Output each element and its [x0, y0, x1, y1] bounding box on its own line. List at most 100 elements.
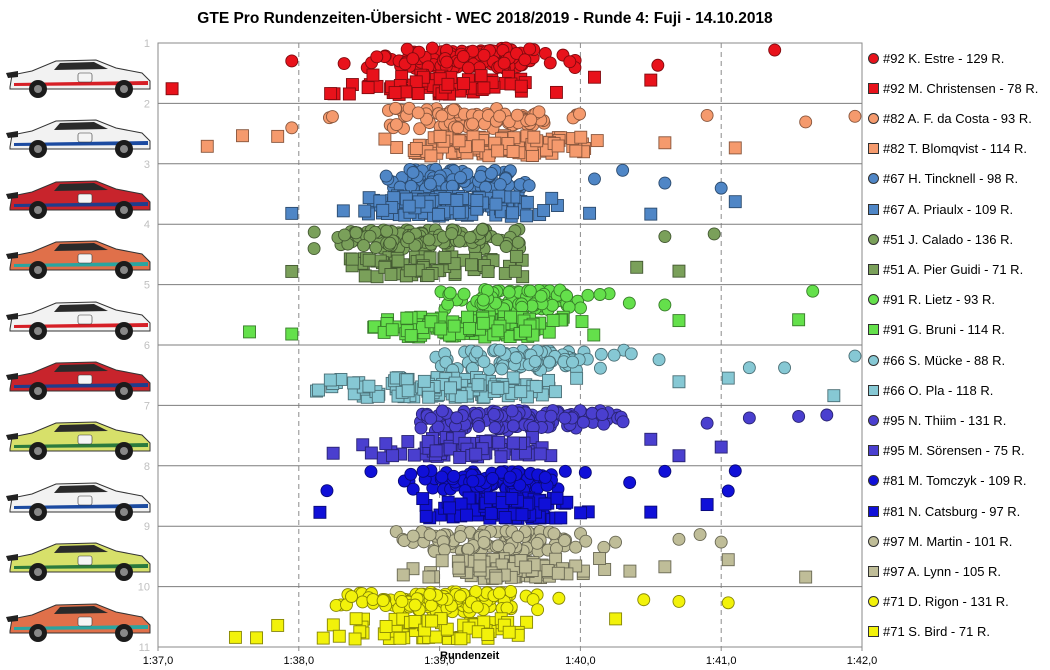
legend-item: #81 M. Tomczyk - 109 R.	[868, 473, 1027, 489]
lap-point	[511, 235, 525, 249]
lap-point	[658, 176, 672, 190]
lap-point	[438, 192, 452, 205]
lap-point	[651, 58, 665, 72]
lap-point	[484, 166, 498, 180]
legend-item: #92 K. Estre - 129 R.	[868, 50, 1004, 66]
lap-point	[570, 371, 584, 385]
lap-point	[514, 79, 528, 93]
lap-point	[672, 594, 686, 608]
legend-item: #51 J. Calado - 136 R.	[868, 231, 1013, 247]
lap-point	[693, 528, 707, 542]
lap-point	[714, 181, 728, 195]
lap-point	[558, 534, 572, 548]
y-tick-label: 1	[144, 38, 150, 50]
lap-point	[545, 191, 559, 205]
lap-point	[504, 584, 518, 598]
lap-point	[524, 113, 538, 127]
y-tick-label: 6	[144, 340, 150, 352]
lap-point	[700, 498, 714, 512]
lap-point	[307, 242, 321, 256]
lap-point	[721, 484, 735, 498]
lap-point	[714, 535, 728, 549]
lap-point	[454, 632, 468, 646]
lap-point	[728, 141, 742, 155]
lap-point	[523, 284, 537, 298]
lap-point	[383, 236, 397, 250]
legend-label: #67 A. Priaulx - 109 R.	[883, 201, 1014, 217]
lap-point	[406, 529, 420, 543]
lap-point	[526, 148, 539, 162]
y-tick-label: 8	[144, 461, 150, 473]
legend-circle-marker	[868, 233, 879, 245]
lap-point	[452, 561, 466, 575]
lap-point	[488, 421, 502, 434]
car-image	[6, 180, 151, 219]
lap-point	[569, 144, 583, 158]
lap-point	[457, 77, 471, 90]
legend-label: #51 J. Calado - 136 R.	[883, 231, 1014, 247]
lap-point	[200, 139, 214, 153]
legend-circle-marker	[868, 52, 879, 64]
car-image	[6, 421, 151, 461]
lap-point	[422, 390, 436, 404]
lap-point	[364, 446, 378, 460]
lap-point	[742, 411, 756, 425]
lap-point	[522, 179, 536, 192]
lap-point	[470, 600, 484, 614]
lap-point	[721, 596, 735, 610]
lap-point	[505, 491, 519, 505]
lap-point	[379, 169, 393, 183]
lap-point	[376, 594, 390, 608]
lap-point	[481, 265, 495, 278]
lap-point	[435, 109, 449, 123]
lap-point	[493, 109, 507, 123]
lap-point	[550, 491, 564, 505]
lap-point	[443, 501, 457, 515]
lap-point	[575, 315, 589, 329]
legend-square-marker	[868, 626, 879, 638]
lap-point	[417, 374, 431, 388]
lap-point	[503, 310, 517, 324]
lap-point	[435, 470, 449, 484]
lap-point	[576, 415, 590, 429]
lap-point	[378, 132, 392, 146]
lap-point	[498, 511, 512, 524]
lap-point	[511, 530, 525, 544]
y-tick-label: 7	[144, 400, 150, 412]
lap-point	[543, 56, 557, 70]
lap-point	[499, 240, 513, 253]
lap-point	[429, 444, 443, 458]
lap-point	[400, 373, 414, 387]
lap-point	[506, 436, 520, 450]
lap-point	[574, 506, 588, 520]
lap-point	[520, 195, 534, 209]
lap-point	[423, 528, 437, 542]
lap-point	[393, 631, 407, 645]
lap-point	[550, 85, 563, 99]
lap-point	[672, 532, 686, 546]
lap-point	[506, 145, 520, 158]
lap-point	[285, 54, 299, 68]
lap-point	[530, 536, 544, 550]
lap-point	[423, 588, 437, 601]
lap-point	[520, 209, 534, 223]
lap-point	[515, 508, 529, 522]
lap-point	[243, 325, 256, 339]
lap-point	[460, 508, 473, 522]
lap-point	[370, 50, 384, 64]
legend-label: #82 T. Blomqvist - 114 R.	[883, 141, 1028, 157]
lap-point	[848, 109, 862, 123]
lap-point	[483, 491, 497, 505]
lap-point	[495, 362, 509, 376]
legend-item: #82 T. Blomqvist - 114 R.	[868, 141, 1027, 157]
lap-point	[376, 203, 390, 217]
lap-point	[325, 110, 339, 124]
legend-label: #97 A. Lynn - 105 R.	[883, 563, 1002, 579]
lap-point	[450, 193, 464, 207]
lap-point	[820, 408, 834, 422]
car-image	[6, 603, 151, 642]
lap-point	[477, 535, 491, 549]
lap-point	[520, 615, 534, 629]
legend-item: #95 N. Thiim - 131 R.	[868, 412, 1006, 428]
legend-label: #67 H. Tincknell - 98 R.	[883, 171, 1019, 187]
